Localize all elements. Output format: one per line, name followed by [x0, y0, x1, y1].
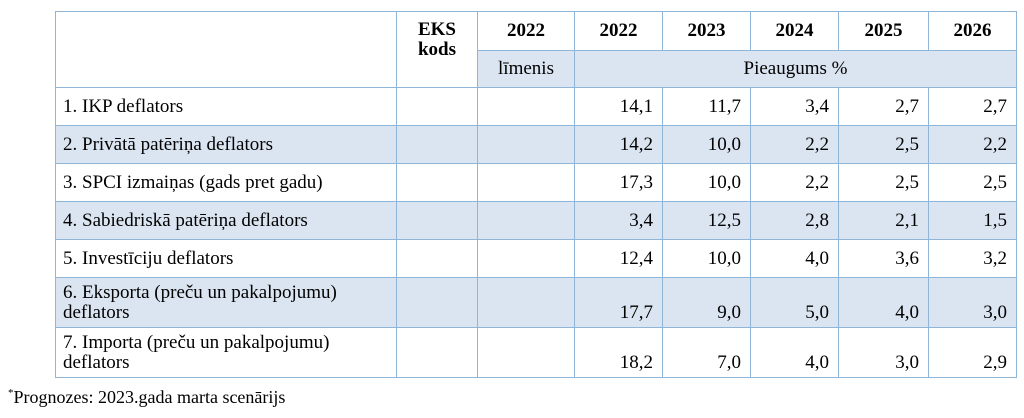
row-label: 1. IKP deflators — [55, 87, 397, 126]
value-cell: 2,5 — [928, 163, 1017, 202]
deflators-table: EKS kods 2022 2022 2023 2024 2025 2026 lī… — [55, 11, 1017, 378]
value-cell: 1,5 — [928, 201, 1017, 240]
value-cell: 10,0 — [662, 125, 751, 164]
value-cell: 17,3 — [574, 163, 663, 202]
value-cell: 10,0 — [662, 163, 751, 202]
eks-code-cell — [396, 201, 478, 240]
value-cell: 4,0 — [750, 239, 839, 278]
footnote: *Prognozes: 2023.gada marta scenārijs — [8, 387, 285, 408]
value-cell: 14,2 — [574, 125, 663, 164]
footnote-marker: * — [8, 387, 14, 399]
header-level-year: 2022 — [477, 11, 575, 51]
value-cell: 18,2 — [574, 327, 663, 378]
eks-code-cell — [396, 277, 478, 328]
header-year: 2025 — [838, 11, 929, 51]
value-cell: 3,4 — [750, 87, 839, 126]
level-cell — [477, 87, 575, 126]
value-cell: 14,1 — [574, 87, 663, 126]
level-cell — [477, 163, 575, 202]
value-cell: 5,0 — [750, 277, 839, 328]
row-label: 6. Eksporta (preču un pakalpojumu) defla… — [55, 277, 397, 328]
value-cell: 2,7 — [838, 87, 929, 126]
level-cell — [477, 239, 575, 278]
value-cell: 11,7 — [662, 87, 751, 126]
eks-code-cell — [396, 87, 478, 126]
table-row: 3. SPCI izmaiņas (gads pret gadu) 17,3 10,… — [55, 163, 1017, 202]
header-level-label: līmenis — [477, 50, 575, 88]
header-label-cell — [55, 11, 397, 88]
header-growth-label: Pieaugums % — [574, 50, 1017, 88]
header-year: 2026 — [928, 11, 1017, 51]
header-year: 2022 — [574, 11, 663, 51]
value-cell: 9,0 — [662, 277, 751, 328]
value-cell: 3,0 — [928, 277, 1017, 328]
table-row: 4. Sabiedriskā patēriņa deflators 3,4 12,5… — [55, 201, 1017, 240]
footnote-text: Prognozes: 2023.gada marta scenārijs — [13, 387, 286, 407]
header-row-years: EKS kods 2022 2022 2023 2024 2025 2026 — [55, 11, 1017, 88]
table-row: 7. Importa (preču un pakalpojumu) deflat… — [55, 327, 1017, 378]
value-cell: 7,0 — [662, 327, 751, 378]
value-cell: 3,4 — [574, 201, 663, 240]
value-cell: 12,4 — [574, 239, 663, 278]
table-row: 6. Eksporta (preču un pakalpojumu) defla… — [55, 277, 1017, 328]
row-label: 2. Privātā patēriņa deflators — [55, 125, 397, 164]
eks-code-cell — [396, 327, 478, 378]
value-cell: 17,7 — [574, 277, 663, 328]
table-row: 2. Privātā patēriņa deflators 14,2 10,0 2,2… — [55, 125, 1017, 164]
row-label: 3. SPCI izmaiņas (gads pret gadu) — [55, 163, 397, 202]
eks-code-cell — [396, 163, 478, 202]
value-cell: 2,2 — [750, 125, 839, 164]
level-cell — [477, 201, 575, 240]
eks-code-cell — [396, 125, 478, 164]
value-cell: 2,1 — [838, 201, 929, 240]
header-row-units: līmenis Pieaugums % — [56, 50, 1017, 88]
value-cell: 3,6 — [838, 239, 929, 278]
value-cell: 2,2 — [750, 163, 839, 202]
header-eks-line1: EKS — [417, 19, 457, 40]
row-label: 4. Sabiedriskā patēriņa deflators — [55, 201, 397, 240]
table-row: 5. Investīciju deflators 12,4 10,0 4,0 3,6 3,… — [55, 239, 1017, 278]
row-label: 5. Investīciju deflators — [55, 239, 397, 278]
value-cell: 2,5 — [838, 163, 929, 202]
header-eks-line2: kods — [417, 39, 457, 60]
level-cell — [477, 277, 575, 328]
value-cell: 3,0 — [838, 327, 929, 378]
value-cell: 4,0 — [750, 327, 839, 378]
header-year: 2023 — [662, 11, 751, 51]
table-body: 1. IKP deflators 14,1 11,7 3,4 2,7 2,7 2. Priv… — [55, 87, 1017, 378]
header-year: 2024 — [750, 11, 839, 51]
value-cell: 2,2 — [928, 125, 1017, 164]
eks-code-cell — [396, 239, 478, 278]
value-cell: 4,0 — [838, 277, 929, 328]
table-row: 1. IKP deflators 14,1 11,7 3,4 2,7 2,7 — [55, 87, 1017, 126]
value-cell: 2,5 — [838, 125, 929, 164]
value-cell: 2,7 — [928, 87, 1017, 126]
value-cell: 12,5 — [662, 201, 751, 240]
value-cell: 10,0 — [662, 239, 751, 278]
value-cell: 3,2 — [928, 239, 1017, 278]
level-cell — [477, 125, 575, 164]
value-cell: 2,8 — [750, 201, 839, 240]
header-eks-code: EKS kods — [396, 11, 478, 88]
row-label: 7. Importa (preču un pakalpojumu) deflat… — [55, 327, 397, 378]
value-cell: 2,9 — [928, 327, 1017, 378]
level-cell — [477, 327, 575, 378]
